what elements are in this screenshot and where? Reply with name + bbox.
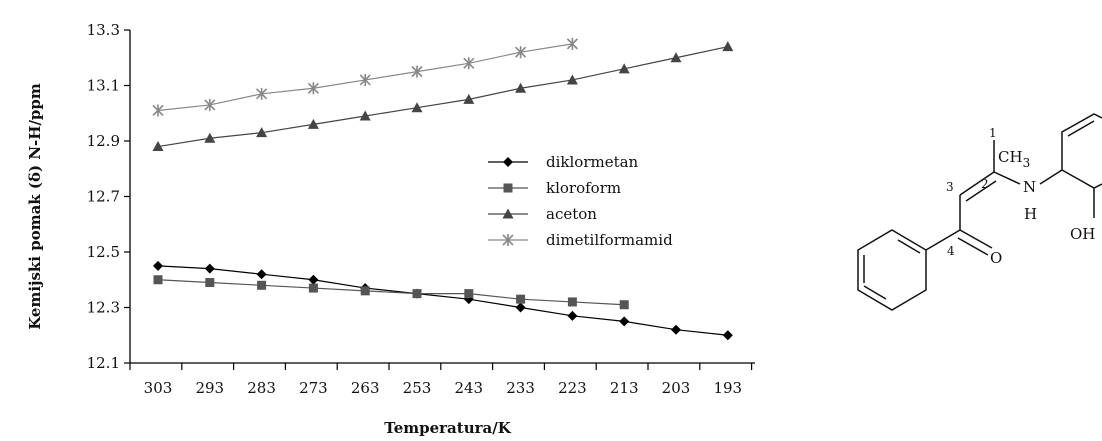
x-tick-label: 193	[713, 379, 742, 397]
legend-label-kloroform: kloroform	[546, 179, 621, 197]
atom-label-oh: OH	[1070, 225, 1095, 243]
x-tick-label: 243	[454, 379, 483, 397]
y-tick-label: 13.3	[87, 21, 120, 39]
data-point-kloroform	[567, 297, 577, 307]
atom-label-2: 2	[981, 177, 989, 191]
data-point-kloroform	[257, 280, 267, 290]
x-tick-label: 263	[351, 379, 380, 397]
legend-label-diklormetan: diklormetan	[546, 153, 639, 171]
molecule-structure: 1 CH3 2 3 4 N H O OH	[857, 113, 1102, 311]
atom-label-ch3: CH3	[998, 148, 1030, 170]
legend-marker-dimetilformamid	[502, 234, 514, 246]
data-point-aceton	[152, 141, 164, 152]
x-tick-label: 213	[610, 379, 639, 397]
legend-marker-aceton	[502, 208, 514, 219]
phenyl-ring-right	[1061, 113, 1102, 218]
data-point-aceton	[204, 132, 216, 143]
bond-c4-o	[959, 229, 993, 249]
data-point-kloroform	[205, 278, 215, 288]
bond-c4-o-double	[957, 237, 989, 256]
data-point-dimetilformamid	[515, 46, 527, 59]
bond-c3-c2-double	[965, 180, 997, 202]
y-tick-label: 12.3	[87, 299, 120, 317]
x-tick-label: 223	[558, 379, 587, 397]
x-tick-label: 293	[195, 379, 224, 397]
atom-label-h: H	[1024, 205, 1037, 223]
data-point-diklormetan	[256, 269, 267, 280]
y-tick-label: 12.1	[87, 354, 120, 372]
legend-marker-kloroform	[503, 183, 513, 193]
data-point-diklormetan	[722, 330, 733, 341]
data-point-diklormetan	[308, 274, 319, 285]
series-line-kloroform	[157, 279, 625, 306]
x-tick-label: 303	[144, 379, 173, 397]
data-point-aceton	[256, 127, 268, 138]
data-point-diklormetan	[671, 324, 681, 335]
legend-marker-diklormetan	[503, 157, 513, 167]
data-point-aceton	[359, 110, 371, 121]
data-point-aceton	[515, 82, 527, 93]
data-point-aceton	[463, 93, 475, 104]
plot-area: 12.1 12.3 12.5 12.7 12.9 13.1 13.3 303 293 283 273…	[26, 21, 755, 437]
data-point-aceton	[618, 63, 630, 74]
y-tick-label: 12.5	[87, 243, 120, 261]
bond-c3-c2	[959, 171, 995, 196]
data-point-aceton	[722, 41, 734, 52]
data-point-diklormetan	[153, 260, 163, 271]
data-point-dimetilformamid	[307, 82, 319, 95]
data-point-aceton	[670, 52, 682, 63]
data-point-dimetilformamid	[204, 98, 216, 111]
y-tick-label: 13.1	[87, 77, 120, 95]
data-point-dimetilformamid	[256, 87, 268, 100]
data-point-diklormetan	[567, 310, 578, 321]
data-point-aceton	[566, 74, 578, 85]
x-tick-label: 273	[299, 379, 328, 397]
y-tick-label: 12.7	[87, 188, 120, 206]
data-point-dimetilformamid	[566, 37, 578, 50]
data-point-aceton	[307, 118, 319, 129]
atom-label-4: 4	[947, 244, 955, 258]
data-point-aceton	[411, 102, 423, 113]
data-point-diklormetan	[619, 316, 630, 327]
data-point-dimetilformamid	[152, 104, 164, 117]
data-point-kloroform	[153, 275, 163, 285]
bond-ring-c4	[925, 229, 961, 251]
atom-label-n: N	[1023, 178, 1036, 196]
data-point-dimetilformamid	[411, 65, 423, 78]
legend-label-dimetilformamid: dimetilformamid	[546, 231, 673, 249]
data-point-kloroform	[360, 286, 370, 296]
data-point-kloroform	[308, 283, 318, 293]
data-point-dimetilformamid	[463, 57, 475, 70]
bond-n-ring	[1039, 169, 1063, 185]
x-tick-label: 283	[247, 379, 276, 397]
data-point-kloroform	[464, 289, 474, 299]
series-line-aceton	[157, 46, 728, 148]
atom-label-o: O	[990, 249, 1002, 267]
phenyl-ring-left	[857, 229, 927, 311]
series-line-diklormetan	[157, 265, 728, 336]
x-tick-label: 233	[506, 379, 535, 397]
y-tick-label: 12.9	[87, 132, 120, 150]
data-point-dimetilformamid	[359, 73, 371, 86]
atom-label-3: 3	[946, 180, 954, 194]
data-point-kloroform	[412, 289, 422, 299]
data-point-diklormetan	[204, 263, 215, 274]
legend-label-aceton: aceton	[546, 205, 597, 223]
x-tick-label: 253	[403, 379, 432, 397]
data-point-kloroform	[516, 294, 526, 304]
atom-label-1: 1	[989, 126, 997, 140]
x-tick-label: 203	[662, 379, 691, 397]
bond-c2-n	[993, 171, 1021, 185]
data-point-diklormetan	[515, 302, 526, 313]
y-axis-title: Kemijski pomak (δ) N-H/ppm	[26, 83, 44, 330]
x-axis-title: Temperatura/K	[384, 419, 511, 437]
data-point-kloroform	[619, 300, 629, 310]
